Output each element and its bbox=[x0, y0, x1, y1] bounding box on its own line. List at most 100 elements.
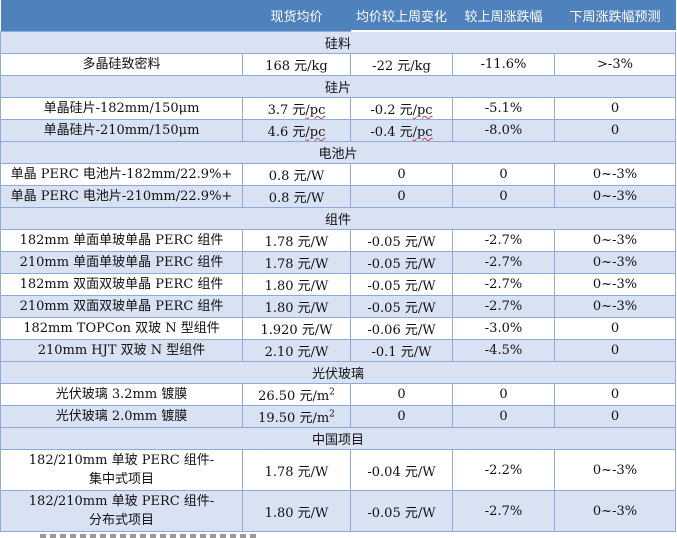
spot-price-cell: 0.8 元/W bbox=[242, 163, 351, 186]
table-row: 光伏玻璃 2.0mm 镀膜 19.50 元/m2 0 0 0 bbox=[0, 405, 676, 428]
table-row: 单晶硅片-182mm/150μm 3.7 元/pc -0.2 元/pc -5.1% 0 bbox=[0, 97, 676, 120]
weekly-change-cell: -0.05 元/W bbox=[350, 490, 453, 532]
forecast-cell: 0~-3% bbox=[554, 295, 676, 318]
section-title: 硅料 bbox=[0, 30, 676, 54]
weekly-pct-cell: -8.0% bbox=[452, 119, 555, 142]
weekly-change-cell: -0.05 元/W bbox=[350, 229, 453, 252]
forecast-cell: 0~-3% bbox=[554, 163, 676, 186]
forecast-cell: >-3% bbox=[554, 53, 676, 76]
weekly-pct-cell: -2.7% bbox=[452, 229, 555, 252]
table-row: 182mm 单面单玻单晶 PERC 组件 1.78 元/W -0.05 元/W -2.… bbox=[0, 229, 676, 252]
forecast-cell: 0~-3% bbox=[554, 273, 676, 296]
weekly-change-cell: 0 bbox=[350, 405, 453, 428]
weekly-pct-cell: 0 bbox=[452, 383, 555, 406]
spot-price-cell: 0.8 元/W bbox=[242, 185, 351, 208]
weekly-pct-cell: -2.7% bbox=[452, 295, 555, 318]
weekly-change-cell: 0 bbox=[350, 185, 453, 208]
table-row: 210mm 单面单玻单晶 PERC 组件 1.78 元/W -0.05 元/W -2.… bbox=[0, 251, 676, 274]
section-row: 电池片 bbox=[0, 141, 676, 164]
forecast-cell: 0 bbox=[554, 317, 676, 340]
weekly-pct-cell: -2.7% bbox=[452, 251, 555, 274]
forecast-cell: 0~-3% bbox=[554, 251, 676, 274]
weekly-change-cell: -0.05 元/W bbox=[350, 295, 453, 318]
table-row: 多晶硅致密料 168 元/kg -22 元/kg -11.6% >-3% bbox=[0, 53, 676, 76]
forecast-cell: 0 bbox=[554, 383, 676, 406]
spot-price-cell: 1.920 元/W bbox=[242, 317, 351, 340]
section-row: 光伏玻璃 bbox=[0, 361, 676, 384]
section-title: 中国项目 bbox=[0, 427, 676, 450]
product-name-cell: 182mm TOPCon 双玻 N 型组件 bbox=[0, 317, 243, 340]
forecast-cell: 0 bbox=[554, 339, 676, 362]
spot-price-cell: 19.50 元/m2 bbox=[242, 405, 351, 428]
weekly-pct-cell: -2.7% bbox=[452, 273, 555, 296]
product-name-cell: 182/210mm 单玻 PERC 组件- 分布式项目 bbox=[0, 490, 243, 532]
forecast-cell: 0 bbox=[554, 97, 676, 120]
spot-price-cell: 2.10 元/W bbox=[242, 339, 351, 362]
product-name-cell: 单晶硅片-182mm/150μm bbox=[0, 97, 243, 120]
weekly-pct-cell: -5.1% bbox=[452, 97, 555, 120]
product-name-cell: 单晶硅片-210mm/150μm bbox=[0, 119, 243, 142]
product-name-cell: 单晶 PERC 电池片-210mm/22.9%+ bbox=[0, 185, 243, 208]
table-row: 182mm 双面双玻单晶 PERC 组件 1.80 元/W -0.05 元/W -2.… bbox=[0, 273, 676, 296]
section-row: 硅料 bbox=[0, 30, 676, 54]
header-name bbox=[0, 0, 243, 31]
spot-price-cell: 1.78 元/W bbox=[242, 449, 351, 491]
table-body: 硅料 多晶硅致密料 168 元/kg -22 元/kg -11.6% >-3% 硅片 单晶硅片… bbox=[0, 30, 676, 532]
forecast-cell: 0~-3% bbox=[554, 185, 676, 208]
spot-price-cell: 1.78 元/W bbox=[242, 251, 351, 274]
spot-price-cell: 1.78 元/W bbox=[242, 229, 351, 252]
table-row: 210mm 双面双玻单晶 PERC 组件 1.80 元/W -0.05 元/W -2.… bbox=[0, 295, 676, 318]
product-name-cell: 182mm 双面双玻单晶 PERC 组件 bbox=[0, 273, 243, 296]
forecast-cell: 0 bbox=[554, 405, 676, 428]
product-name-cell: 210mm 单面单玻单晶 PERC 组件 bbox=[0, 251, 243, 274]
weekly-change-cell: 0 bbox=[350, 383, 453, 406]
spot-price-cell: 168 元/kg bbox=[242, 53, 351, 76]
section-row: 组件 bbox=[0, 207, 676, 230]
weekly-change-cell: -0.06 元/W bbox=[350, 317, 453, 340]
product-name-cell: 单晶 PERC 电池片-182mm/22.9%+ bbox=[0, 163, 243, 186]
spot-price-cell: 3.7 元/pc bbox=[242, 97, 351, 120]
weekly-pct-cell: -2.2% bbox=[452, 449, 555, 491]
product-name-cell: 210mm HJT 双玻 N 型组件 bbox=[0, 339, 243, 362]
table-row: 单晶硅片-210mm/150μm 4.6 元/pc -0.4 元/pc -8.0% 0 bbox=[0, 119, 676, 142]
table-row: 182/210mm 单玻 PERC 组件- 集中式项目 1.78 元/W -0.04 … bbox=[0, 449, 676, 491]
weekly-change-cell: 0 bbox=[350, 163, 453, 186]
weekly-change-cell: -22 元/kg bbox=[350, 53, 453, 76]
section-title: 光伏玻璃 bbox=[0, 361, 676, 384]
header-forecast: 下周涨跌幅预测 bbox=[554, 0, 676, 32]
spot-price-cell: 26.50 元/m2 bbox=[242, 383, 351, 406]
weekly-pct-cell: 0 bbox=[452, 405, 555, 428]
weekly-change-cell: -0.2 元/pc bbox=[350, 97, 453, 120]
forecast-cell: 0 bbox=[554, 119, 676, 142]
forecast-cell: 0~-3% bbox=[554, 229, 676, 252]
spot-price-cell: 1.80 元/W bbox=[242, 490, 351, 532]
table-row: 单晶 PERC 电池片-182mm/22.9%+ 0.8 元/W 0 0 0~-3% bbox=[0, 163, 676, 186]
weekly-pct-cell: -2.7% bbox=[452, 490, 555, 532]
table-row: 182/210mm 单玻 PERC 组件- 分布式项目 1.80 元/W -0.05 … bbox=[0, 490, 676, 532]
header-weekly-change: 均价较上周变化 bbox=[350, 0, 453, 32]
section-title: 硅片 bbox=[0, 75, 676, 98]
header-spot-price: 现货均价 bbox=[242, 0, 351, 31]
product-name-cell: 多晶硅致密料 bbox=[0, 53, 243, 76]
header-weekly-pct: 较上周涨跌幅 bbox=[452, 0, 555, 32]
product-name-cell: 210mm 双面双玻单晶 PERC 组件 bbox=[0, 295, 243, 318]
weekly-pct-cell: 0 bbox=[452, 185, 555, 208]
table-row: 182mm TOPCon 双玻 N 型组件 1.920 元/W -0.06 元/W -… bbox=[0, 317, 676, 340]
table-row: 单晶 PERC 电池片-210mm/22.9%+ 0.8 元/W 0 0 0~-3% bbox=[0, 185, 676, 208]
product-name-cell: 182/210mm 单玻 PERC 组件- 集中式项目 bbox=[0, 449, 243, 491]
weekly-pct-cell: -11.6% bbox=[452, 53, 555, 76]
spot-price-cell: 4.6 元/pc bbox=[242, 119, 351, 142]
forecast-cell: 0~-3% bbox=[554, 449, 676, 491]
product-name-cell: 182mm 单面单玻单晶 PERC 组件 bbox=[0, 229, 243, 252]
weekly-change-cell: -0.04 元/W bbox=[350, 449, 453, 491]
weekly-change-cell: -0.05 元/W bbox=[350, 251, 453, 274]
weekly-pct-cell: -4.5% bbox=[452, 339, 555, 362]
product-name-cell: 光伏玻璃 2.0mm 镀膜 bbox=[0, 405, 243, 428]
weekly-change-cell: -0.1 元/W bbox=[350, 339, 453, 362]
product-name-cell: 光伏玻璃 3.2mm 镀膜 bbox=[0, 383, 243, 406]
section-title: 组件 bbox=[0, 207, 676, 230]
header-row: 现货均价 均价较上周变化 较上周涨跌幅 下周涨跌幅预测 bbox=[0, 0, 676, 32]
table-row: 光伏玻璃 3.2mm 镀膜 26.50 元/m2 0 0 0 bbox=[0, 383, 676, 406]
section-row: 硅片 bbox=[0, 75, 676, 98]
